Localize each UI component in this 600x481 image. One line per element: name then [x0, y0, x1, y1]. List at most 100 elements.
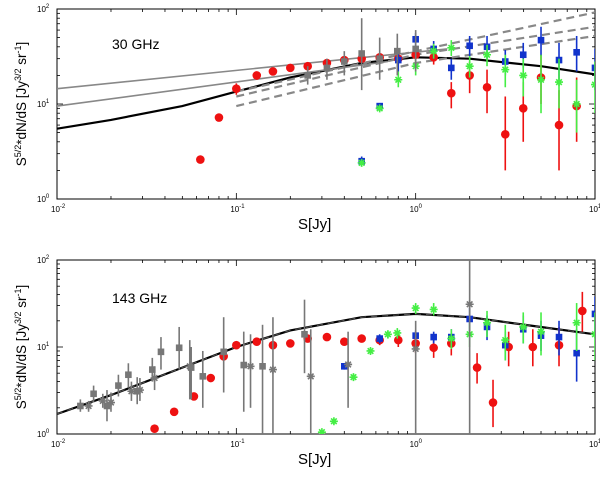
series-gray-stars — [84, 260, 474, 434]
data-point — [375, 104, 384, 113]
data-point — [483, 318, 492, 327]
data-point — [429, 305, 438, 314]
data-point — [185, 362, 194, 371]
series-blue — [358, 26, 595, 167]
data-point — [268, 67, 278, 76]
data-point — [286, 339, 295, 348]
data-point — [150, 424, 159, 434]
data-point — [393, 335, 403, 345]
data-point — [286, 63, 295, 73]
line-model-dashed — [57, 313, 595, 415]
chart-panel-2: 10-2 10-1 100 101 100 101 102 S[Jy] S5/2*dN/dS [… — [13, 255, 600, 468]
data-point — [232, 340, 241, 350]
data-point — [133, 387, 141, 395]
series-gray — [304, 18, 419, 91]
data-point — [465, 300, 474, 309]
data-point — [341, 363, 348, 370]
data-point — [537, 36, 545, 44]
data-point — [323, 64, 331, 72]
data-point — [519, 51, 527, 59]
data-point — [357, 334, 366, 343]
data-point — [259, 363, 266, 370]
data-point — [591, 310, 595, 318]
data-point — [591, 330, 595, 339]
data-point — [169, 407, 179, 417]
data-point — [466, 42, 473, 50]
data-point — [240, 361, 248, 369]
panel-annotation: 143 GHz — [112, 290, 167, 306]
data-point — [340, 337, 349, 347]
data-point — [322, 332, 332, 342]
data-point — [447, 64, 455, 72]
data-point — [519, 71, 528, 80]
data-point — [555, 78, 564, 87]
data-point — [394, 56, 402, 64]
data-point — [157, 348, 165, 356]
data-point — [430, 333, 437, 341]
data-point — [341, 58, 348, 65]
data-point — [572, 318, 581, 327]
data-point — [591, 80, 595, 89]
data-point — [135, 386, 144, 395]
data-point — [206, 373, 216, 383]
data-point — [376, 55, 383, 62]
x-tick-label: 101 — [589, 204, 600, 214]
line-gray-solid-lower — [57, 60, 389, 107]
data-point — [501, 336, 510, 345]
data-point — [411, 344, 420, 353]
data-point — [555, 333, 563, 341]
data-point — [149, 366, 156, 373]
data-point — [175, 344, 183, 352]
x-tick-label: 10-2 — [51, 204, 66, 214]
data-point — [528, 342, 538, 352]
data-point — [465, 62, 474, 71]
x-axis-title: S[Jy] — [298, 216, 331, 233]
data-point — [578, 306, 587, 316]
data-point — [591, 64, 595, 72]
x-tick-label: 10-2 — [51, 439, 66, 449]
plot-area — [57, 11, 595, 171]
chart-panel-1: 10-2 10-1 100 101 100 101 102 S[Jy] S5/2*dN/dS [… — [13, 4, 600, 233]
data-point — [115, 382, 122, 389]
data-point — [554, 120, 564, 130]
y-tick-label: 101 — [37, 99, 50, 109]
data-point — [196, 155, 205, 164]
data-point — [358, 50, 365, 57]
data-point — [500, 129, 510, 139]
data-point — [304, 72, 311, 79]
data-point — [482, 82, 492, 92]
data-point — [103, 402, 111, 410]
y-tick-label: 102 — [37, 255, 50, 265]
x-axis-title: S[Jy] — [298, 451, 331, 468]
data-point — [518, 104, 528, 113]
data-point — [77, 402, 84, 410]
data-point — [199, 373, 207, 380]
x-tick-label: 100 — [410, 439, 423, 449]
data-point — [573, 349, 580, 357]
data-point — [232, 84, 241, 93]
data-point — [501, 65, 510, 74]
data-point — [446, 88, 456, 98]
data-point — [483, 50, 492, 59]
x-tick-label: 100 — [410, 204, 423, 214]
data-point — [98, 396, 107, 405]
data-point — [573, 49, 580, 56]
series-green — [357, 40, 595, 167]
data-point — [429, 47, 438, 56]
data-point — [447, 334, 456, 343]
data-point — [268, 365, 277, 374]
series-gray-squares — [77, 299, 308, 434]
y-tick-label: 101 — [37, 342, 50, 352]
y-tick-label: 102 — [37, 4, 50, 14]
data-point — [376, 335, 383, 342]
data-point — [106, 398, 115, 407]
y-axis-title: S5/2*dN/dS [Jy3/2 sr-1] — [13, 285, 29, 410]
data-point — [537, 75, 546, 84]
series-green — [317, 303, 595, 434]
data-point — [214, 113, 224, 122]
plot-frame — [56, 259, 596, 435]
data-point — [125, 371, 132, 379]
panel-annotation: 30 GHz — [112, 36, 159, 52]
data-point — [472, 363, 482, 372]
